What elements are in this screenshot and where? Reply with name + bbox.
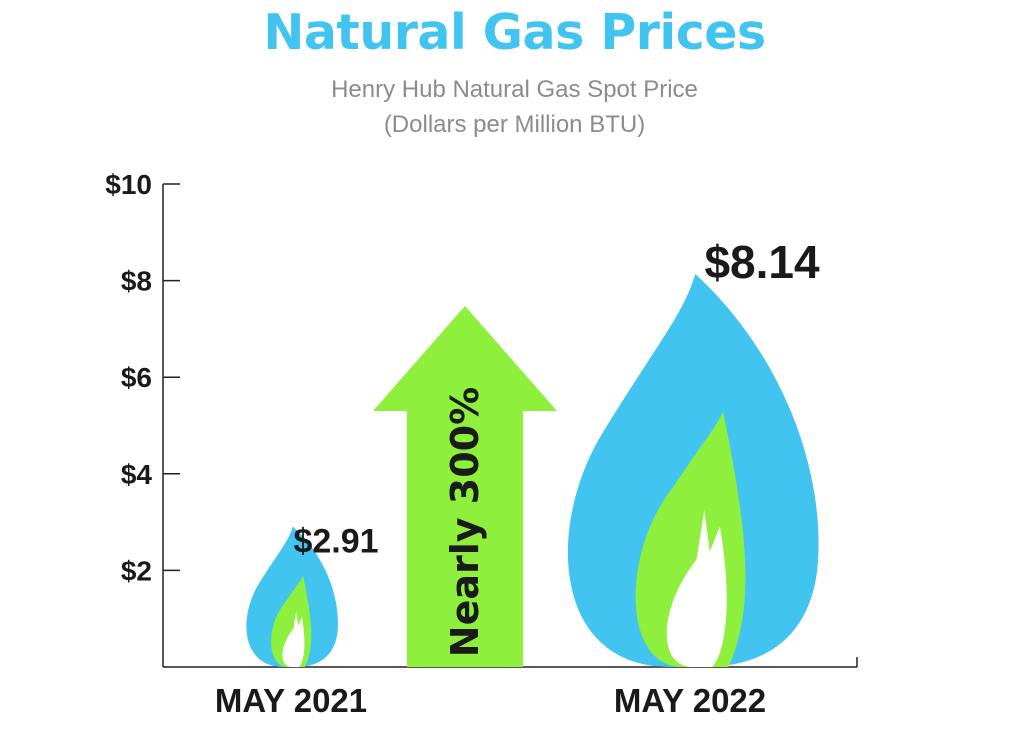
y-tick-label: $10 [105, 169, 152, 200]
flame-core [282, 610, 305, 667]
chart-subtitle-line1: Henry Hub Natural Gas Spot Price [331, 76, 698, 103]
arrow-shape [373, 306, 557, 667]
chart-title: Natural Gas Prices [263, 4, 766, 61]
value-label: $2.91 [293, 522, 378, 560]
x-tick-label: MAY 2021 [215, 682, 367, 719]
increase-arrow: Nearly 300% [373, 306, 557, 667]
value-label: $8.14 [704, 236, 820, 288]
arrow-annotation: Nearly 300% [443, 387, 487, 657]
chart-labels: $2.91 MAY 2021 $8.14 MAY 2022 [215, 236, 820, 719]
chart-axes: $2 $4 $6 $8 $10 [105, 169, 858, 668]
y-tick-label: $2 [121, 555, 152, 586]
y-tick-label: $8 [121, 266, 152, 297]
chart-marks [246, 273, 819, 667]
y-tick-label: $6 [121, 362, 152, 393]
y-tick-label: $4 [121, 459, 153, 490]
chart-subtitle-line2: (Dollars per Million BTU) [383, 111, 646, 138]
x-tick-label: MAY 2022 [614, 682, 766, 719]
flame-core [666, 510, 727, 667]
